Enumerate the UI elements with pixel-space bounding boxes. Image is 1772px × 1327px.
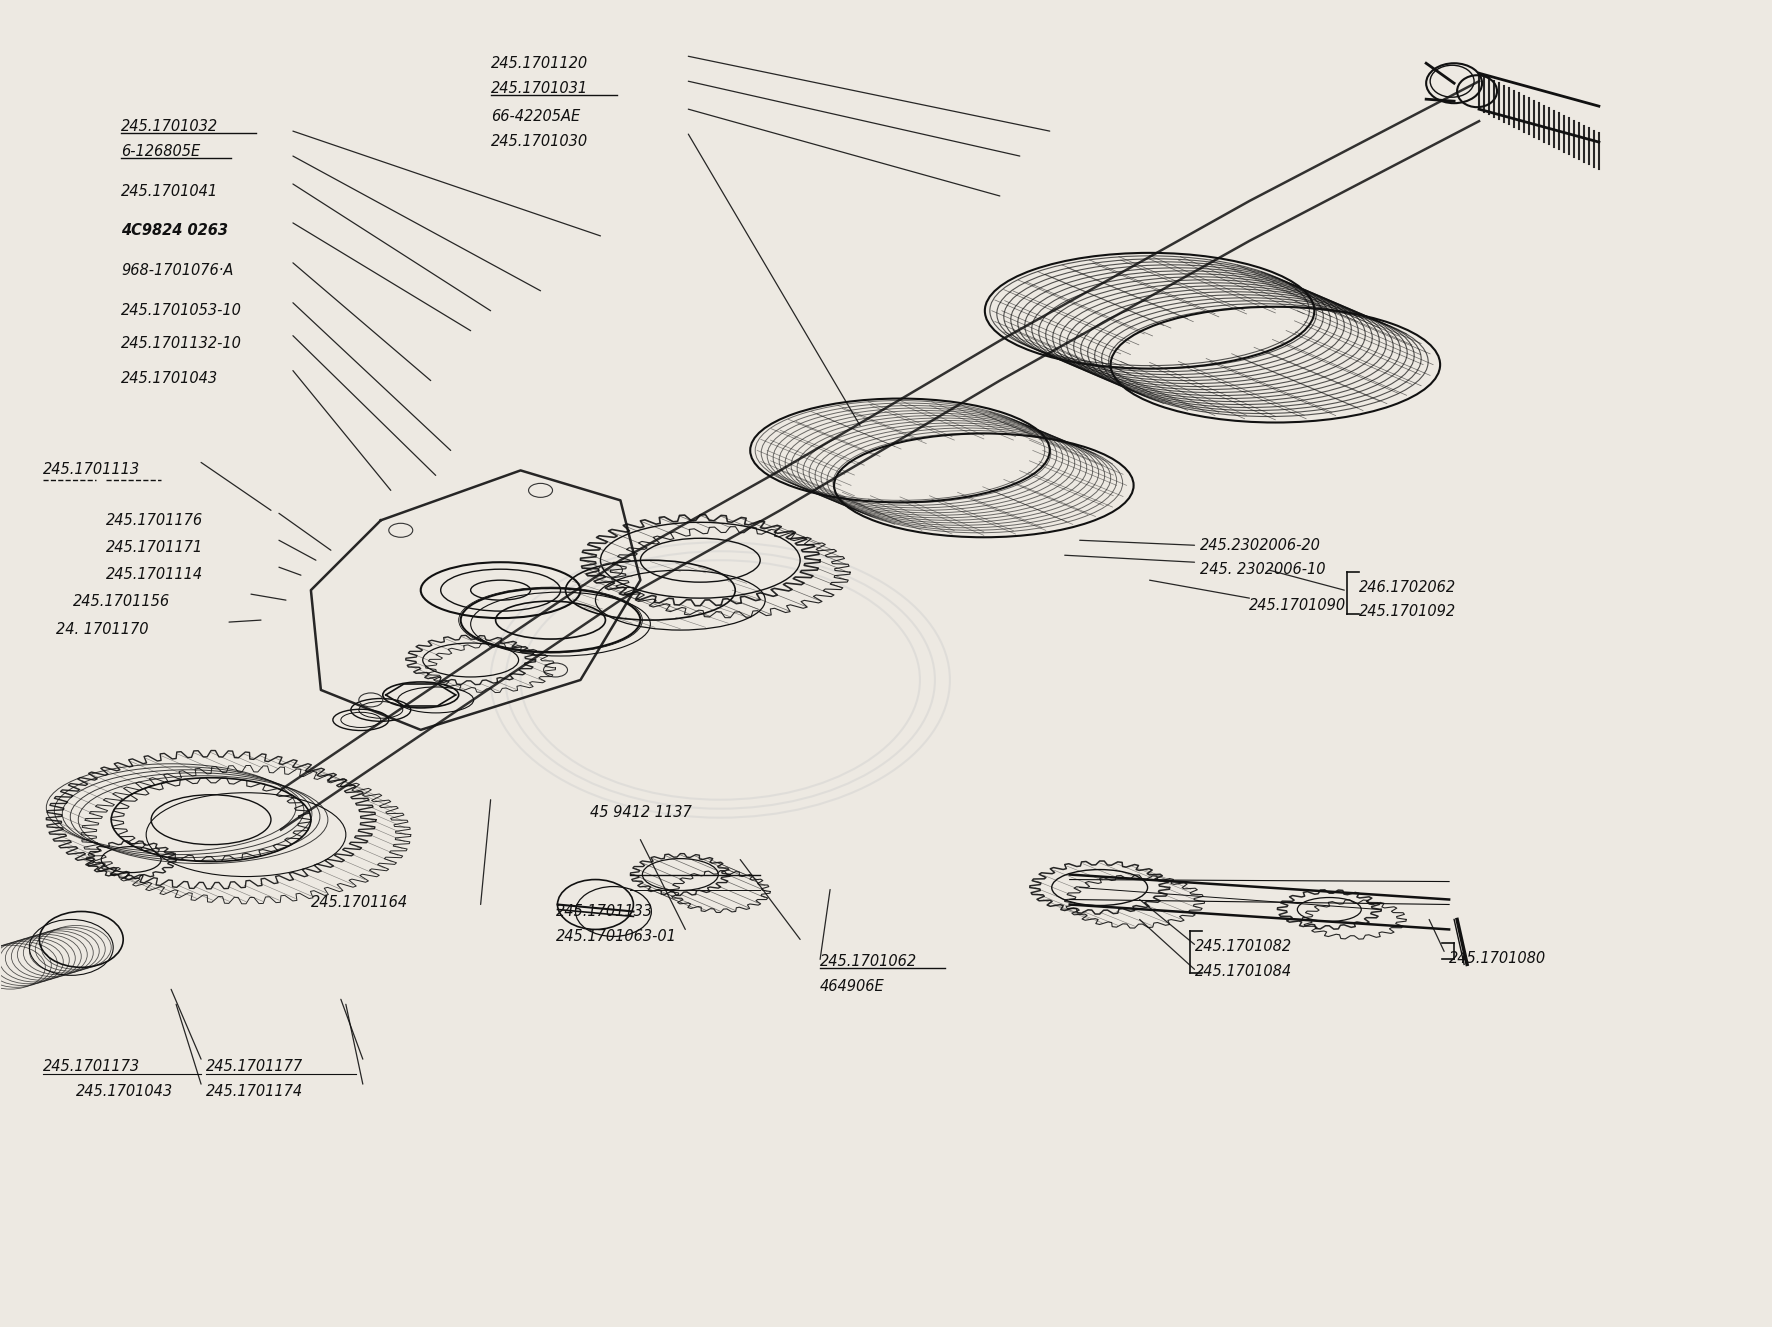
Text: 245. 2302006-10: 245. 2302006-10 [1200,563,1325,577]
Text: 464906Е: 464906Е [820,979,884,994]
Text: 245.1701090: 245.1701090 [1249,598,1347,613]
Text: 245.1701032: 245.1701032 [120,119,218,134]
Text: 245.1701063-01: 245.1701063-01 [555,929,677,945]
Text: 245.1701164: 245.1701164 [310,894,408,909]
Text: 245.1701120: 245.1701120 [491,56,588,72]
Text: 245.1701171: 245.1701171 [106,540,204,555]
Text: 245.1701177: 245.1701177 [206,1059,303,1074]
Text: 245.1701053-10: 245.1701053-10 [120,303,243,317]
Text: 245.1701092: 245.1701092 [1359,604,1457,620]
Text: 4С9824 0263: 4С9824 0263 [120,223,229,238]
Text: 245.1701114: 245.1701114 [106,567,204,583]
Text: 24. 1701170: 24. 1701170 [57,622,149,637]
Text: 968-1701076·А: 968-1701076·А [120,263,234,277]
Text: 245.1701173: 245.1701173 [43,1059,140,1074]
Text: 245.1701043: 245.1701043 [76,1084,174,1099]
Text: 45 9412 1137: 45 9412 1137 [590,804,693,820]
Text: 245.1701113: 245.1701113 [43,462,140,478]
Text: 246.1702062: 246.1702062 [1359,580,1457,596]
Text: 245.1701156: 245.1701156 [73,594,170,609]
Text: 245.1701080: 245.1701080 [1449,951,1547,966]
Text: 245.2302006-20: 245.2302006-20 [1200,539,1320,553]
Text: 245.1701084: 245.1701084 [1194,965,1292,979]
Text: 66-42205АЕ: 66-42205АЕ [491,109,579,125]
Text: 245.1701174: 245.1701174 [206,1084,303,1099]
Text: 245.1701041: 245.1701041 [120,184,218,199]
Text: 245.1701082: 245.1701082 [1194,940,1292,954]
Text: 245.1701176: 245.1701176 [106,514,204,528]
Text: 245.1701132-10: 245.1701132-10 [120,336,243,350]
Text: 245.1701030: 245.1701030 [491,134,588,149]
Text: 245.1701043: 245.1701043 [120,370,218,386]
Text: 245.1701031: 245.1701031 [491,81,588,97]
Text: 245.1701062: 245.1701062 [820,954,918,970]
Text: 6-126805Е: 6-126805Е [120,145,200,159]
Text: 245.1701133: 245.1701133 [555,905,652,920]
